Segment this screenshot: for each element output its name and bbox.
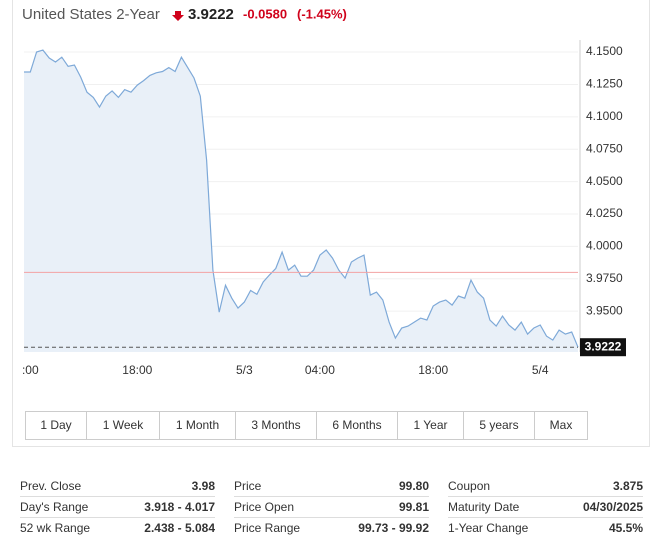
- stat-value: 04/30/2025: [582, 500, 643, 514]
- change-percent: (-1.45%): [297, 6, 347, 21]
- y-tick-label: 4.0750: [586, 141, 623, 155]
- x-tick-label: :00: [22, 363, 39, 377]
- stat-label: Price Open: [234, 500, 295, 514]
- stats-column: Prev. Close 3.98 Day's Range 3.918 - 4.017 5…: [20, 476, 215, 538]
- stat-value: 3.98: [191, 479, 215, 493]
- y-tick-label: 4.0000: [586, 239, 623, 253]
- y-tick-label: 4.1500: [586, 44, 623, 58]
- stats-row: 52 wk Range 2.438 - 5.084: [20, 518, 215, 538]
- x-tick-label: 5/3: [236, 363, 253, 377]
- area-fill: [24, 50, 578, 352]
- stat-label: Prev. Close: [20, 479, 82, 493]
- stat-value: 99.81: [398, 500, 429, 514]
- stat-value: 99.80: [398, 479, 429, 493]
- down-arrow: [172, 11, 184, 21]
- price-line: [24, 49, 579, 348]
- stat-value: 3.918 - 4.017: [144, 500, 215, 514]
- stats-column: Price 99.80 Price Open 99.81 Price Range 99.7…: [234, 476, 429, 538]
- stats-column: Coupon 3.875 Maturity Date 04/30/2025 1-Year…: [448, 476, 643, 538]
- range-button[interactable]: 1 Year: [398, 412, 464, 439]
- stats-row: Price Open 99.81: [234, 497, 429, 518]
- stat-label: Price Range: [234, 521, 301, 535]
- x-tick-label: 5/4: [532, 363, 549, 377]
- chart: United States 2-Year 3.9222 -0.0580 (-1.…: [22, 6, 626, 377]
- stat-value: 45.5%: [608, 521, 643, 535]
- range-selector: 1 Day 1 Week 1 Month 3 Months 6 Months 1 Year…: [25, 411, 588, 440]
- range-button[interactable]: 1 Day: [26, 412, 87, 439]
- last-price-badge: [580, 338, 626, 357]
- range-button[interactable]: 5 years: [464, 412, 535, 439]
- stats-row: Day's Range 3.918 - 4.017: [20, 497, 215, 518]
- range-button[interactable]: 6 Months: [317, 412, 398, 439]
- last-price-label: 3.9222: [585, 339, 622, 353]
- stat-value: 2.438 - 5.084: [144, 521, 215, 535]
- range-button[interactable]: Max: [549, 418, 573, 432]
- x-tick-label: 18:00: [122, 363, 152, 377]
- stat-label: Price: [234, 479, 262, 493]
- y-tick-label: 4.0500: [586, 174, 623, 188]
- stat-value: 99.73 - 99.92: [358, 521, 429, 535]
- range-button[interactable]: 1 Month: [160, 412, 236, 439]
- chart-panel: [12, 0, 650, 447]
- y-tick-label: 3.9500: [586, 303, 623, 317]
- stat-label: Coupon: [448, 479, 491, 493]
- stat-label: Day's Range: [20, 500, 89, 514]
- instrument-name: United States 2-Year: [22, 6, 160, 23]
- stats-row: Price 99.80: [234, 476, 429, 497]
- range-button[interactable]: 1 Week: [87, 412, 160, 439]
- y-tick-label: 4.0250: [586, 206, 623, 220]
- stat-value: 3.875: [612, 479, 643, 493]
- stat-label: Maturity Date: [448, 500, 520, 514]
- range-button[interactable]: 3 Months: [236, 412, 317, 439]
- stat-label: 1-Year Change: [448, 521, 529, 535]
- y-tick-label: 3.9750: [586, 271, 623, 285]
- stats-row: Price Range 99.73 - 99.92: [234, 518, 429, 538]
- stats-row: Maturity Date 04/30/2025: [448, 497, 643, 518]
- stats-row: 1-Year Change 45.5%: [448, 518, 643, 538]
- stat-label: 52 wk Range: [20, 521, 91, 535]
- y-tick-label: 4.1000: [586, 109, 623, 123]
- x-tick-label: 04:00: [305, 363, 335, 377]
- change: -0.0580: [243, 6, 287, 21]
- stats-row: Coupon 3.875: [448, 476, 643, 497]
- x-tick-label: 18:00: [418, 363, 448, 377]
- price: 3.9222: [188, 6, 234, 23]
- y-tick-label: 4.1250: [586, 77, 623, 91]
- stats-row: Prev. Close 3.98: [20, 476, 215, 497]
